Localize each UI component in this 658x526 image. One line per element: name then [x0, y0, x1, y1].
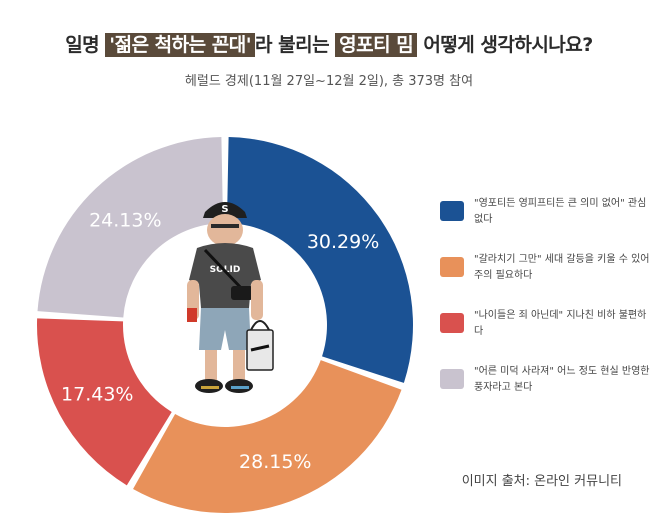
- legend-item: "어른 미덕 사라져" 어느 정도 현실 반영한 풍자라고 본다: [440, 364, 650, 418]
- donut-slice: [37, 137, 224, 318]
- legend-swatch-red: [440, 313, 464, 333]
- donut-slice: [36, 318, 172, 486]
- donut-slice: [226, 137, 413, 383]
- svg-text:S: S: [221, 204, 228, 215]
- legend-item: "나이들은 죄 아닌데" 지나친 비하 불편하다: [440, 308, 650, 362]
- legend-swatch-lavender: [440, 369, 464, 389]
- donut-slice: [133, 360, 402, 513]
- chart-title: 일명 '젊은 척하는 꼰대' 라 불리는 영포티 밈 어떻게 생각하시나요?: [0, 30, 658, 57]
- slice-value-label: 24.13%: [89, 210, 161, 232]
- legend-item: "영포티든 영피프티든 큰 의미 없어" 관심 없다: [440, 196, 650, 250]
- legend-swatch-blue: [440, 201, 464, 221]
- chart-subtitle: 헤럴드 경제(11월 27일~12월 2일), 총 373명 참여: [184, 74, 474, 89]
- donut-chart: 30.29% 28.15% 17.43% 24.13%: [36, 137, 413, 513]
- title-highlight-1: '젊은 척하는 꼰대': [105, 33, 256, 57]
- legend-label: "갈라치기 그만" 세대 갈등을 키울 수 있어 주의 필요하다: [474, 254, 650, 281]
- title-highlight-2: 영포티 밈: [335, 33, 418, 57]
- title-suffix: 어떻게 생각하시나요?: [417, 34, 593, 56]
- title-middle: 라 불리는: [255, 34, 336, 56]
- title-prefix: 일명: [65, 34, 106, 56]
- legend-label: "나이들은 죄 아닌데" 지나친 비하 불편하다: [474, 310, 647, 337]
- legend-label: "영포티든 영피프티든 큰 의미 없어" 관심 없다: [474, 198, 647, 225]
- slice-value-label: 17.43%: [61, 384, 133, 406]
- person-illustration: S SOLID: [187, 202, 274, 393]
- legend-label: "어른 미덕 사라져" 어느 정도 현실 반영한 풍자라고 본다: [474, 366, 650, 393]
- chart-legend: "영포티든 영피프티든 큰 의미 없어" 관심 없다 "갈라치기 그만" 세대 …: [440, 196, 650, 420]
- slice-value-label: 30.29%: [307, 231, 379, 253]
- legend-swatch-orange: [440, 257, 464, 277]
- image-source: 이미지 출처: 온라인 커뮤니티: [461, 474, 622, 489]
- slice-value-label: 28.15%: [239, 451, 311, 473]
- legend-item: "갈라치기 그만" 세대 갈등을 키울 수 있어 주의 필요하다: [440, 252, 650, 306]
